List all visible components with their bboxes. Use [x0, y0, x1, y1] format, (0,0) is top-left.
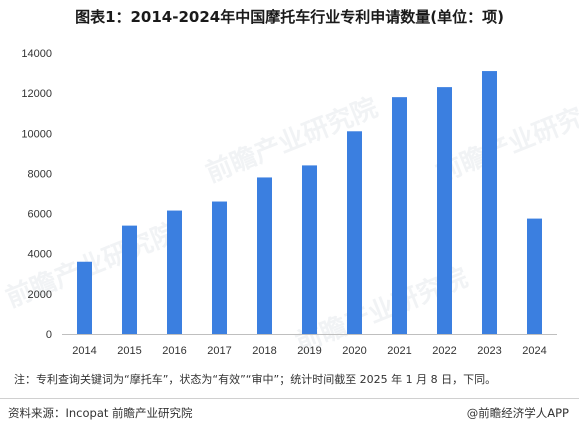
x-tick-label: 2021 — [387, 345, 411, 357]
bar-2021 — [392, 97, 407, 335]
source-text: 资料来源：Incopat 前瞻产业研究院 — [8, 406, 193, 420]
bar-2015 — [122, 225, 137, 334]
y-tick-label: 8000 — [28, 168, 52, 180]
x-tick-label: 2018 — [252, 345, 276, 357]
bar-2019 — [302, 165, 317, 334]
x-tick-label: 2023 — [477, 345, 501, 357]
x-tick-label: 2020 — [342, 345, 366, 357]
x-tick-label: 2014 — [72, 345, 96, 357]
x-tick-label: 2019 — [297, 345, 321, 357]
bar-2014 — [77, 261, 92, 334]
y-tick-label: 6000 — [28, 209, 52, 221]
y-tick-label: 10000 — [21, 128, 52, 140]
x-tick-label: 2022 — [432, 345, 456, 357]
x-tick-label: 2024 — [522, 345, 546, 357]
bar-2018 — [257, 177, 272, 334]
x-tick-label: 2017 — [207, 345, 231, 357]
footer-divider — [0, 398, 579, 399]
x-tick-label: 2015 — [117, 345, 141, 357]
chart-title: 图表1：2014-2024年中国摩托车行业专利申请数量(单位：项) — [75, 8, 504, 26]
y-tick-label: 4000 — [28, 249, 52, 261]
bar-2020 — [347, 131, 362, 334]
chart-note: 注：专利查询关键词为“摩托车”，状态为“有效”“审中”；统计时间截至 2025 … — [14, 373, 497, 386]
y-tick-label: 12000 — [21, 88, 52, 100]
bar-2017 — [212, 201, 227, 334]
bar-2016 — [167, 210, 182, 334]
y-tick-label: 2000 — [28, 289, 52, 301]
bar-2024 — [527, 218, 542, 334]
bar-2022 — [437, 87, 452, 334]
bar-2023 — [482, 71, 497, 335]
y-tick-label: 14000 — [21, 48, 52, 60]
x-tick-label: 2016 — [162, 345, 186, 357]
y-tick-label: 0 — [46, 329, 52, 341]
brand-text: @前瞻经济学人APP — [466, 406, 569, 420]
